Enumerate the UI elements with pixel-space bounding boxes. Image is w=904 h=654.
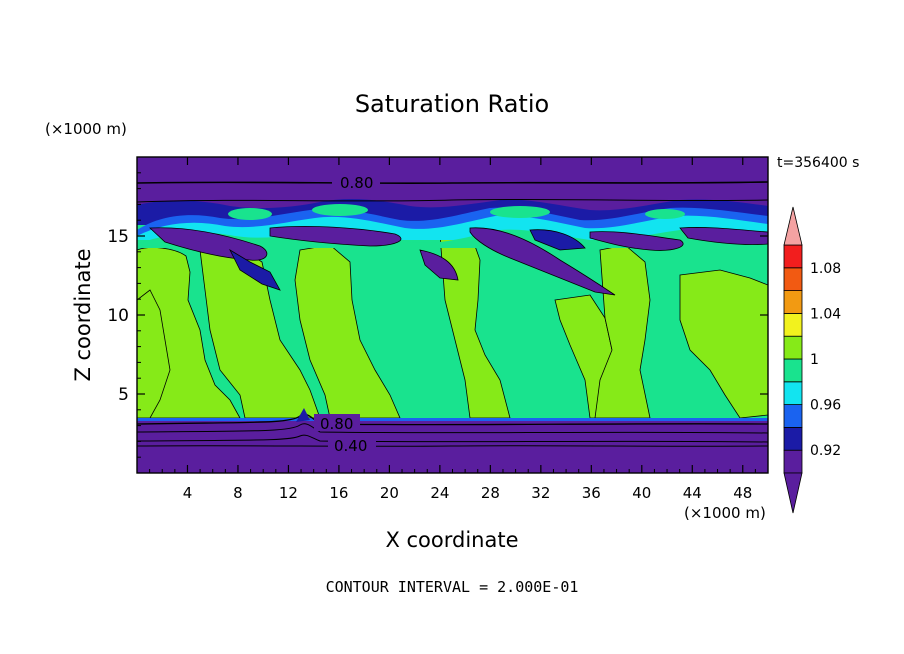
- x-tick-label: 12: [279, 484, 298, 502]
- x-tick-label: 48: [733, 484, 752, 502]
- colorbar-segment: [783, 381, 803, 405]
- y-axis-label: Z coordinate: [71, 248, 95, 381]
- x-axis: 4 8 12 16 20 24 28 32 36 40 44 48: [149, 157, 756, 502]
- contour-label-upper: 0.80: [340, 174, 373, 192]
- contour-interval-label: CONTOUR INTERVAL = 2.000E-01: [326, 578, 579, 596]
- chart-title: Saturation Ratio: [355, 90, 549, 118]
- colorbar-segment: [783, 404, 803, 428]
- colorbar-segment: [783, 335, 803, 360]
- x-tick-label: 28: [481, 484, 500, 502]
- colorbar-segment: [783, 449, 803, 474]
- y-tick-label: 5: [118, 385, 129, 405]
- x-tick-label: 32: [531, 484, 550, 502]
- x-tick-label: 4: [183, 484, 193, 502]
- colorbar-tick-label: 1.08: [810, 261, 841, 277]
- dry-intrusions: [149, 226, 768, 296]
- colorbar-segment: [783, 426, 803, 451]
- plot-area: 0.80 0.80 0.40: [137, 157, 768, 473]
- colorbar-segment: [783, 290, 803, 314]
- colorbar-tick-label: 1: [810, 352, 819, 368]
- colorbar: 0.92 0.96 1 1.04 1.08: [783, 206, 841, 514]
- x-tick-label: 8: [233, 484, 243, 502]
- y-axis: 5 10 15: [107, 172, 768, 458]
- upper-band: [137, 157, 768, 248]
- x-tick-label: 20: [380, 484, 399, 502]
- colorbar-max-arrow: [783, 206, 803, 246]
- x-tick-label: 16: [329, 484, 348, 502]
- lower-dry-layer: [137, 408, 768, 473]
- contour-label-bottom: 0.40: [334, 437, 367, 455]
- colorbar-tick-label: 0.92: [810, 443, 841, 459]
- x-tick-label: 24: [430, 484, 449, 502]
- contour-label-lower: 0.80: [320, 415, 353, 433]
- y-unit-label: (×1000 m): [45, 120, 127, 138]
- colorbar-segment: [783, 358, 803, 383]
- x-axis-label: X coordinate: [385, 528, 518, 552]
- contour-labels: 0.80 0.80 0.40: [314, 172, 380, 455]
- colorbar-min-arrow: [783, 472, 803, 514]
- x-tick-label: 44: [683, 484, 702, 502]
- x-tick-label: 40: [632, 484, 651, 502]
- colorbar-segment: [783, 267, 803, 291]
- colorbar-tick-label: 1.04: [810, 306, 841, 322]
- colorbar-tick-label: 0.96: [810, 398, 841, 414]
- y-tick-label: 10: [107, 306, 129, 326]
- x-unit-label: (×1000 m): [684, 504, 766, 522]
- x-tick-label: 36: [582, 484, 601, 502]
- y-tick-label: 15: [107, 227, 129, 247]
- time-label: t=356400 s: [777, 155, 859, 171]
- colorbar-segment: [783, 312, 803, 337]
- colorbar-segment: [783, 244, 803, 269]
